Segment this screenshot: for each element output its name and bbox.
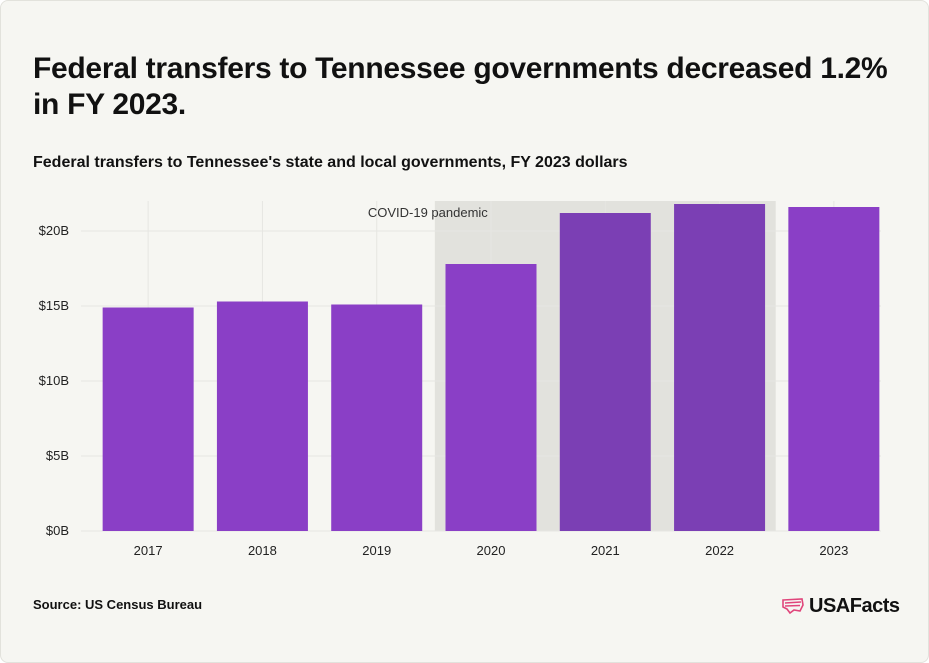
- us-map-flag-icon: [782, 598, 804, 615]
- bar: [216, 301, 308, 531]
- x-tick-label: 2018: [248, 543, 277, 558]
- x-tick-label: 2023: [819, 543, 848, 558]
- pandemic-annotation: COVID-19 pandemic: [368, 205, 488, 220]
- logo-text: USAFacts: [809, 594, 900, 617]
- x-tick-label: 2022: [705, 543, 734, 558]
- x-tick-label: 2021: [591, 543, 620, 558]
- x-tick-label: 2019: [362, 543, 391, 558]
- usafacts-logo[interactable]: USAFacts: [781, 593, 900, 619]
- y-tick-label: $10B: [39, 373, 69, 388]
- source-note: Source: US Census Bureau: [33, 597, 203, 612]
- bar: [102, 307, 194, 531]
- chart-subtitle: Federal transfers to Tennessee's state a…: [33, 154, 628, 171]
- y-tick-label: $15B: [39, 298, 69, 313]
- bar: [331, 304, 423, 531]
- y-tick-label: $20B: [39, 223, 69, 238]
- x-tick-label: 2020: [477, 543, 506, 558]
- bar: [445, 264, 537, 531]
- bar-chart: $0B $5B $10B $15B $20B 2017 2018 2019 2020 2021 20…: [39, 201, 881, 558]
- bar: [674, 204, 766, 531]
- y-tick-label: $0B: [46, 523, 69, 538]
- bar: [788, 207, 880, 531]
- chart-title: Federal transfers to Tennessee governmen…: [33, 52, 888, 121]
- x-tick-label: 2017: [134, 543, 163, 558]
- bar: [559, 213, 651, 531]
- y-tick-label: $5B: [46, 448, 69, 463]
